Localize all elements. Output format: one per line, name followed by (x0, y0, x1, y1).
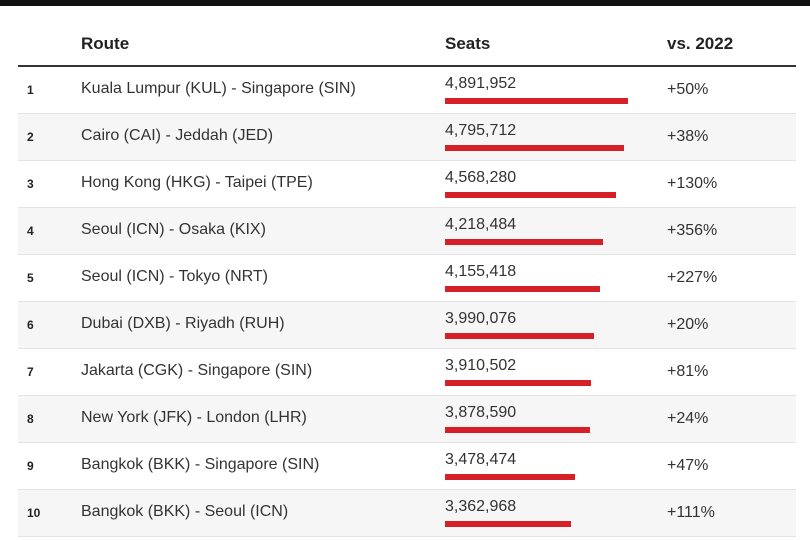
seats-bar (445, 521, 571, 527)
table-header: Route Seats vs. 2022 (18, 22, 796, 67)
change-cell: +24% (667, 410, 709, 427)
table-row: 8 New York (JFK) - London (LHR) 3,878,590 +… (18, 396, 796, 443)
rank-cell: 7 (27, 365, 34, 379)
table-row: 6 Dubai (DXB) - Riyadh (RUH) 3,990,076 +20% (18, 302, 796, 349)
seats-bar (445, 286, 601, 292)
rank-cell: 10 (27, 506, 41, 520)
seats-cell: 4,218,484 (445, 216, 517, 233)
rank-cell: 5 (27, 271, 34, 285)
seats-bar (445, 474, 576, 480)
rank-cell: 6 (27, 318, 34, 332)
seats-bar (445, 239, 603, 245)
top-border (0, 0, 810, 6)
change-cell: +130% (667, 175, 718, 192)
seats-cell: 4,155,418 (445, 263, 517, 280)
change-cell: +81% (667, 363, 709, 380)
route-cell: Jakarta (CGK) - Singapore (SIN) (81, 362, 313, 379)
seats-cell: 4,795,712 (445, 122, 517, 139)
seats-cell: 4,891,952 (445, 75, 517, 92)
seats-cell: 3,910,502 (445, 357, 517, 374)
rank-cell: 8 (27, 412, 34, 426)
route-cell: Hong Kong (HKG) - Taipei (TPE) (81, 174, 313, 191)
seats-cell: 3,878,590 (445, 404, 517, 421)
table-row: 4 Seoul (ICN) - Osaka (KIX) 4,218,484 +356% (18, 208, 796, 255)
header-vs-2022: vs. 2022 (667, 34, 734, 53)
seats-bar (445, 380, 592, 386)
table-row: 10 Bangkok (BKK) - Seoul (ICN) 3,362,968 +1… (18, 490, 796, 537)
route-cell: Bangkok (BKK) - Singapore (SIN) (81, 456, 320, 473)
table-row: 2 Cairo (CAI) - Jeddah (JED) 4,795,712 +38% (18, 114, 796, 161)
change-cell: +38% (667, 128, 709, 145)
table-row: 7 Jakarta (CGK) - Singapore (SIN) 3,910,50… (18, 349, 796, 396)
seats-bar (445, 333, 595, 339)
seats-bar (445, 98, 628, 104)
rank-cell: 3 (27, 177, 34, 191)
table-row: 1 Kuala Lumpur (KUL) - Singapore (SIN) 4,8… (18, 67, 796, 114)
table-row: 3 Hong Kong (HKG) - Taipei (TPE) 4,568,280… (18, 161, 796, 208)
route-cell: New York (JFK) - London (LHR) (81, 409, 307, 426)
route-cell: Bangkok (BKK) - Seoul (ICN) (81, 503, 289, 520)
change-cell: +111% (667, 504, 715, 521)
table-row: 9 Bangkok (BKK) - Singapore (SIN) 3,478,47… (18, 443, 796, 490)
route-cell: Cairo (CAI) - Jeddah (JED) (81, 127, 274, 144)
change-cell: +50% (667, 81, 709, 98)
route-cell: Dubai (DXB) - Riyadh (RUH) (81, 315, 285, 332)
table-body: 1 Kuala Lumpur (KUL) - Singapore (SIN) 4,8… (18, 67, 796, 537)
rank-cell: 1 (27, 83, 34, 97)
rank-cell: 2 (27, 130, 34, 144)
header-route: Route (81, 34, 130, 53)
change-cell: +227% (667, 269, 718, 286)
seats-cell: 3,478,474 (445, 451, 517, 468)
seats-cell: 4,568,280 (445, 169, 517, 186)
route-cell: Kuala Lumpur (KUL) - Singapore (SIN) (81, 80, 356, 97)
change-cell: +47% (667, 457, 709, 474)
seats-bar (445, 192, 616, 198)
seats-bar (445, 427, 591, 433)
change-cell: +20% (667, 316, 709, 333)
seats-cell: 3,362,968 (445, 498, 517, 515)
seats-cell: 3,990,076 (445, 310, 517, 327)
rank-cell: 9 (27, 459, 34, 473)
routes-table: Route Seats vs. 2022 1 Kuala Lumpur (KUL)… (18, 22, 796, 537)
rank-cell: 4 (27, 224, 34, 238)
table-row: 5 Seoul (ICN) - Tokyo (NRT) 4,155,418 +227% (18, 255, 796, 302)
header-seats: Seats (445, 34, 491, 53)
route-cell: Seoul (ICN) - Tokyo (NRT) (81, 268, 268, 285)
seats-bar (445, 145, 625, 151)
route-cell: Seoul (ICN) - Osaka (KIX) (81, 221, 266, 238)
change-cell: +356% (667, 222, 718, 239)
